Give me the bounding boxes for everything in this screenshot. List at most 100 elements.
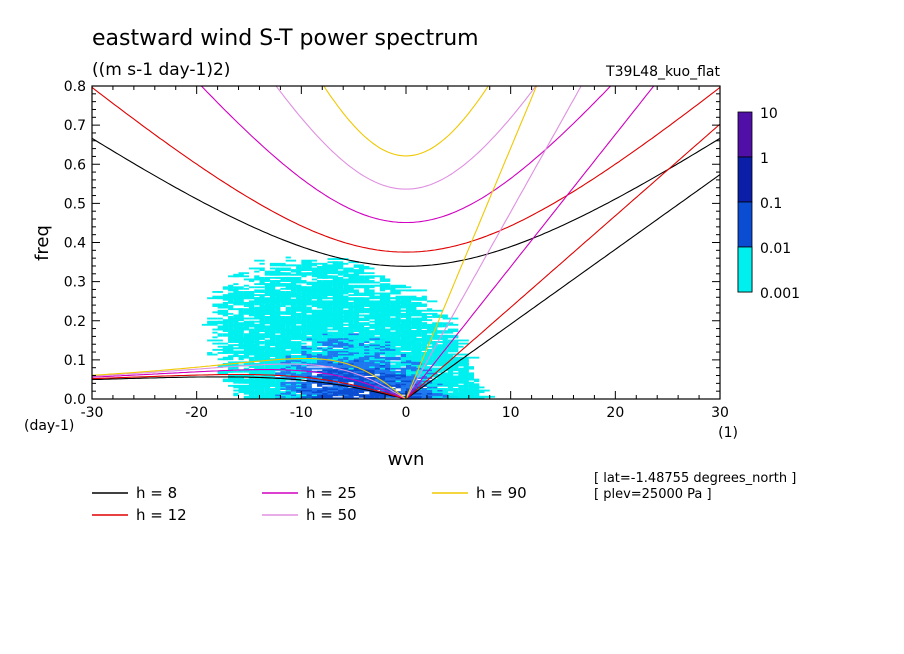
spectrum-cell (416, 348, 433, 351)
colorbar-swatch (737, 111, 753, 158)
spectrum-cell (406, 308, 417, 311)
spectrum-cell (228, 289, 239, 292)
spectrum-cell (421, 325, 427, 328)
spectrum-cell (264, 327, 270, 329)
spectrum-cell (416, 372, 422, 375)
spectrum-cell (301, 269, 318, 271)
spectrum-cell (249, 363, 255, 365)
spectrum-cell (385, 308, 401, 311)
spectrum-cell (353, 284, 359, 287)
spectrum-cell (301, 375, 307, 378)
spectrum-cell (337, 394, 354, 397)
spectrum-cell (254, 391, 260, 394)
spectrum-cell (395, 300, 412, 303)
spectrum-cell (233, 347, 244, 350)
spectrum-cell (416, 383, 422, 386)
spectrum-cell (306, 314, 323, 317)
spectrum-cell (322, 363, 338, 365)
spectrum-cell (453, 361, 469, 364)
spectrum-cell (463, 372, 475, 375)
spectrum-cell (243, 342, 249, 345)
spectrum-cell (353, 384, 370, 387)
spectrum-cell (369, 297, 375, 300)
spectrum-cell (432, 330, 443, 333)
chart-units: ((m s-1 day-1)2) (92, 60, 230, 80)
spectrum-cell (275, 281, 281, 284)
spectrum-cell (385, 350, 391, 353)
spectrum-cell (254, 344, 260, 347)
spectrum-cell (463, 356, 480, 359)
spectrum-cell (311, 284, 328, 287)
spectrum-cell (233, 392, 239, 395)
spectrum-cell (306, 295, 312, 298)
spectrum-cell (343, 267, 354, 270)
spectrum-cell (259, 337, 265, 340)
spectrum-cell (432, 344, 438, 347)
spectrum-cell (358, 284, 370, 287)
spectrum-cell (348, 322, 354, 325)
spectrum-cell (437, 345, 448, 348)
spectrum-cell (238, 336, 244, 339)
spectrum-cell (285, 392, 291, 395)
spectrum-cell (421, 330, 427, 333)
spectrum-cell (358, 348, 365, 351)
spectrum-cell (379, 334, 386, 337)
spectrum-cell (243, 287, 249, 290)
spectrum-cell (233, 389, 249, 392)
spectrum-cell (358, 275, 365, 278)
spectrum-cell (285, 372, 291, 375)
spectrum-cell (285, 373, 291, 376)
spectrum-cell (228, 337, 239, 340)
spectrum-cell (285, 345, 291, 348)
spectrum-cell (254, 294, 260, 297)
spectrum-cell (327, 292, 338, 295)
spectrum-cell (385, 342, 391, 345)
spectrum-cell (358, 306, 365, 309)
spectrum-cell (358, 369, 365, 372)
spectrum-cell (311, 361, 318, 364)
spectrum-cell (222, 287, 234, 290)
spectrum-cell (426, 337, 433, 340)
spectrum-cell (285, 395, 302, 398)
spectrum-cell (254, 341, 260, 343)
spectrum-cell (364, 341, 370, 343)
spectrum-cell (301, 286, 318, 289)
spectrum-cell (353, 342, 359, 345)
spectrum-cell (217, 306, 234, 309)
spectrum-cell (432, 386, 438, 389)
spectrum-cell (348, 341, 365, 343)
spectrum-cell (306, 265, 312, 268)
spectrum-cell (348, 391, 359, 394)
spectrum-cell (421, 397, 427, 399)
spectrum-cell (453, 342, 469, 345)
spectrum-cell (264, 276, 281, 279)
spectrum-cell (228, 378, 234, 381)
spectrum-cell (421, 336, 427, 339)
spectrum-cell (249, 303, 255, 306)
spectrum-cell (222, 297, 239, 300)
spectrum-cell (432, 334, 438, 337)
spectrum-cell (379, 327, 386, 329)
spectrum-cell (254, 289, 265, 292)
spectrum-cell (348, 392, 359, 395)
spectrum-cell (296, 322, 307, 325)
spectrum-cell (228, 347, 234, 350)
spectrum-cell (301, 334, 307, 337)
spectrum-cell (217, 291, 223, 293)
spectrum-cell (296, 284, 302, 287)
spectrum-cell (264, 369, 281, 372)
y-axis-label: freq (32, 225, 53, 261)
spectrum-cell (374, 341, 380, 343)
y-axis-ticks: 0.0 0.1 0.2 0.3 0.4 0.5 0.6 0.7 0.8 (64, 79, 720, 408)
spectrum-cell (395, 317, 401, 320)
spectrum-cell (285, 327, 291, 329)
spectrum-cell (322, 280, 338, 282)
spectrum-cell (353, 328, 370, 331)
spectrum-cell (249, 388, 265, 390)
spectrum-cell (222, 294, 234, 297)
spectrum-cell (395, 295, 406, 298)
spectrum-cell (400, 370, 406, 373)
spectrum-cell (264, 394, 270, 397)
spectrum-cell (290, 341, 297, 343)
spectrum-cell (259, 311, 265, 314)
